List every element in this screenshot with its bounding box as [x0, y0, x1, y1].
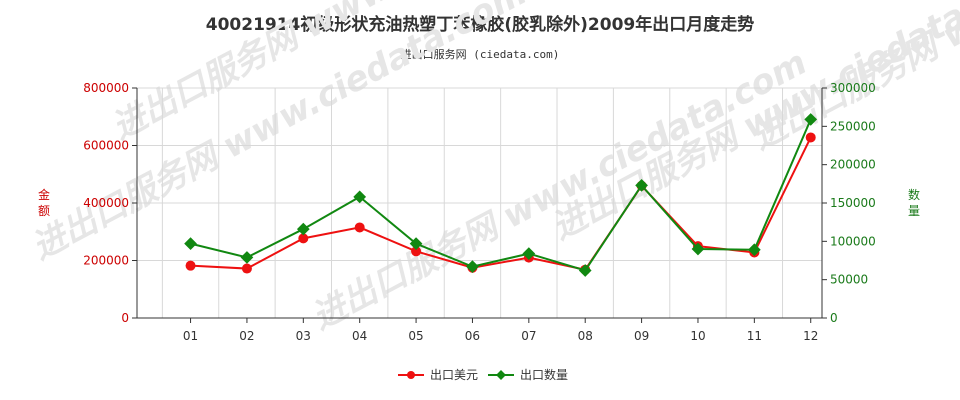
y-left-tick-label: 200000	[83, 254, 129, 268]
series-1-point	[805, 132, 816, 143]
x-tick-label: 05	[408, 329, 423, 343]
series-2-point	[466, 260, 479, 273]
series-1-point	[241, 263, 252, 274]
y-right-tick-label: 0	[830, 311, 838, 325]
series-line-1	[190, 137, 812, 271]
y-left-axis-title: 金	[38, 187, 50, 202]
grid-layer	[137, 87, 822, 319]
y-right-tick-label: 100000	[830, 234, 876, 248]
series-2-point	[184, 237, 197, 250]
series-2-point	[578, 264, 592, 277]
x-tick-label: 01	[183, 329, 198, 343]
chart-title: 40021914初级形状充油热塑丁苯橡胶(胶乳除外)2009年出口月度走势	[205, 15, 755, 35]
series-1-point	[354, 222, 365, 233]
legend-layer: 出口美元 出口数量	[398, 367, 568, 382]
series-2-point	[296, 222, 310, 236]
y-left-tick-label: 400000	[83, 196, 129, 210]
y-left-tick-label: 0	[121, 311, 129, 325]
y-right-tick-label: 250000	[830, 119, 876, 133]
x-tick-label: 07	[521, 329, 536, 343]
x-tick-label: 10	[690, 329, 705, 343]
y-right-tick-label: 200000	[830, 158, 876, 172]
x-tick-label: 09	[634, 329, 649, 343]
axis-layer: 0 200000 400000 600000 800000 0 50000 100000 150…	[38, 81, 920, 343]
legend-label: 出口美元	[430, 368, 478, 382]
legend-swatch-marker	[496, 370, 506, 380]
y-left-axis-title: 额	[38, 204, 50, 218]
x-tick-label: 11	[747, 329, 762, 343]
x-tick-label: 02	[239, 329, 254, 343]
legend-swatch-marker	[407, 371, 415, 379]
x-tick-label: 06	[465, 329, 480, 343]
x-tick-label: 12	[803, 329, 818, 343]
x-tick-label: 08	[578, 329, 593, 343]
legend-label: 出口数量	[520, 367, 568, 382]
y-right-tick-label: 300000	[830, 81, 876, 95]
series-2-point	[353, 190, 367, 204]
series-2-point	[240, 251, 254, 264]
y-left-tick-label: 600000	[83, 139, 129, 153]
series-2-point	[409, 237, 423, 250]
y-left-tick-label: 800000	[83, 81, 129, 95]
series-1-point	[298, 233, 309, 244]
chart-subtitle: 进出口服务网 (ciedata.com)	[400, 48, 560, 61]
series-line-2	[190, 119, 812, 272]
x-tick-label: 04	[352, 329, 367, 343]
y-right-axis-title: 数	[908, 187, 920, 202]
y-right-axis-title: 量	[908, 204, 920, 218]
x-tick-label: 03	[296, 329, 311, 343]
series-1-point	[411, 246, 422, 257]
y-right-tick-label: 150000	[830, 196, 876, 210]
series-1-point	[185, 260, 196, 271]
y-right-tick-label: 50000	[830, 273, 868, 287]
series-layer	[184, 113, 818, 277]
